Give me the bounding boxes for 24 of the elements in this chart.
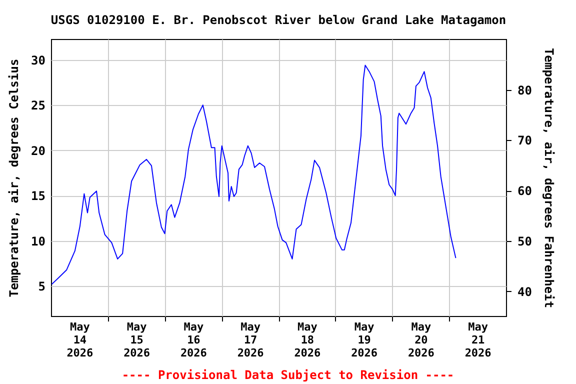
x-tick-label: May 14 2026 xyxy=(66,320,94,360)
y-tick-label: 15 xyxy=(31,189,46,204)
y2-tick-label: 60 xyxy=(518,184,532,198)
y2-tick-label: 80 xyxy=(518,83,532,98)
x-tick-label: May 17 2026 xyxy=(237,320,264,360)
y2-tick-label: 50 xyxy=(518,234,532,248)
text: ---- Provisional Data Subject to Revision ---- xyxy=(120,368,456,382)
x-tick-label: May 16 2026 xyxy=(180,320,208,360)
y2-tick-label: 40 xyxy=(518,284,532,299)
x-tick-label: May 18 2026 xyxy=(294,320,322,360)
y-tick-label: 5 xyxy=(38,280,46,294)
chart-title: USGS 01029100 E. Br. Penobscot River below Grand Lake Matagamon xyxy=(50,13,506,27)
line-series xyxy=(51,64,456,285)
x-tick-label: May 19 2026 xyxy=(351,320,378,360)
y-axis-title: Temperature, air, degrees Celsius xyxy=(7,58,22,298)
x-tick-label: May 21 2026 xyxy=(464,320,492,360)
y-tick-label: 10 xyxy=(31,234,46,248)
x-tick-label: May 20 2026 xyxy=(408,320,435,360)
y-tick-label: 30 xyxy=(31,53,46,68)
y2-tick-label: 70 xyxy=(518,134,532,148)
y-tick-label: 25 xyxy=(31,98,46,113)
y2-axis-title: Temperature, air, degrees Fahrenheit xyxy=(542,48,556,308)
x-tick-label: May 15 2026 xyxy=(124,320,150,360)
y-tick-label: 20 xyxy=(31,144,46,158)
